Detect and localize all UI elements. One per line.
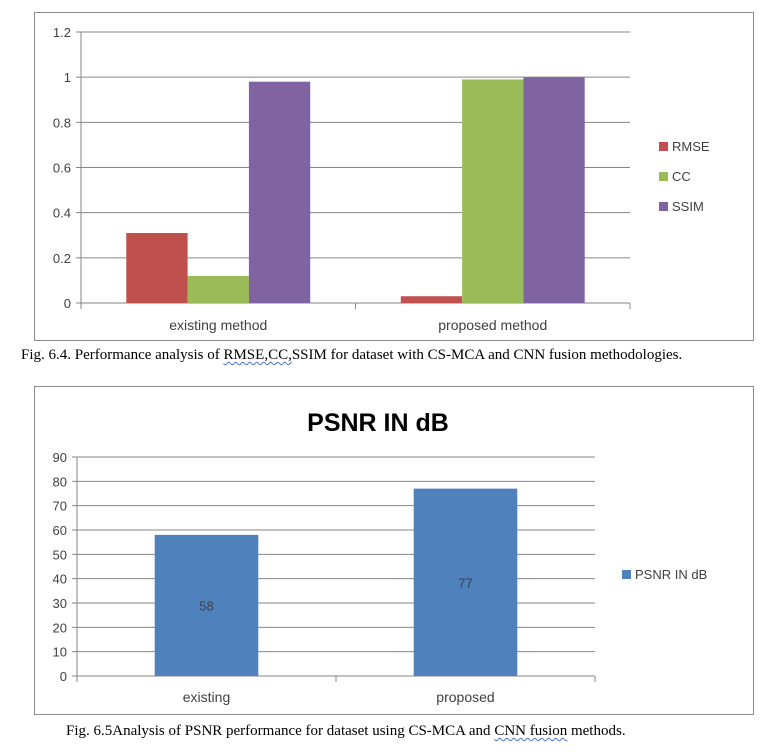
figure-caption-6-5: Fig. 6.5Analysis of PSNR performance for…	[66, 723, 626, 740]
caption-text: Fig. 6.4. Performance analysis of	[21, 347, 224, 363]
legend-label: PSNR IN dB	[635, 567, 707, 582]
legend-swatch	[659, 202, 668, 211]
legend-label: RMSE	[672, 139, 710, 154]
legend-swatch	[659, 172, 668, 181]
y-tick-label: 1	[64, 70, 71, 85]
bar-ssim	[523, 77, 585, 304]
caption-text-spellcheck: RMSE,CC,	[223, 347, 292, 363]
bar-cc	[187, 275, 249, 303]
data-label: 77	[458, 575, 472, 590]
bar-psnr-in-db	[413, 488, 518, 676]
y-tick-label: 20	[53, 620, 67, 635]
caption-text: Fig. 6.5Analysis of PSNR performance for…	[66, 723, 495, 739]
bar-rmse	[126, 232, 188, 303]
category-label: existing	[183, 689, 230, 705]
figure-caption-6-4: Fig. 6.4. Performance analysis of RMSE,C…	[21, 347, 682, 364]
y-tick-label: 80	[53, 474, 67, 489]
chart-psnr: PSNR IN dB 0 10 20 30 40 50 60 70 80 90 58 77 exis…	[34, 386, 754, 715]
y-tick-label: 0	[64, 296, 71, 311]
y-tick-label: 10	[53, 645, 67, 660]
y-tick-label: 90	[53, 450, 67, 465]
caption-text: methods.	[567, 723, 626, 739]
y-tick-label: 60	[53, 523, 67, 538]
chart-title: PSNR IN dB	[307, 409, 449, 437]
bar-rmse	[400, 296, 463, 303]
data-label: 58	[199, 598, 213, 613]
caption-text-spellcheck: CNN fusion	[494, 723, 568, 739]
y-tick-label: 0.4	[53, 206, 71, 221]
y-tick-label: 0.8	[53, 115, 71, 130]
y-tick-label: 70	[53, 499, 67, 514]
chart-performance-metrics-svg: 0 0.2 0.4 0.6 0.8 1 1.2 existing method propose…	[53, 25, 710, 333]
y-tick-label: 0.2	[53, 251, 71, 266]
bar-psnr-in-db	[154, 534, 259, 676]
y-tick-label: 0.6	[53, 161, 71, 176]
bar-cc	[462, 79, 524, 303]
y-tick-label: 0	[60, 669, 67, 684]
category-label: proposed method	[438, 317, 547, 333]
y-tick-label: 40	[53, 572, 67, 587]
legend-swatch	[659, 142, 668, 151]
caption-text: SSIM for dataset with CS-MCA and CNN fus…	[291, 347, 683, 363]
bar-ssim	[248, 81, 311, 303]
y-tick-label: 50	[53, 547, 67, 562]
legend-label: CC	[672, 169, 691, 184]
category-label: existing method	[169, 317, 267, 333]
y-tick-label: 30	[53, 596, 67, 611]
legend-swatch	[622, 570, 631, 579]
legend-label: SSIM	[672, 199, 704, 214]
chart-psnr-svg: PSNR IN dB 0 10 20 30 40 50 60 70 80 90 58 77 exis…	[53, 409, 708, 705]
category-label: proposed	[436, 689, 494, 705]
chart-performance-metrics: 0 0.2 0.4 0.6 0.8 1 1.2 existing method propose…	[34, 12, 754, 341]
y-tick-label: 1.2	[53, 25, 71, 40]
